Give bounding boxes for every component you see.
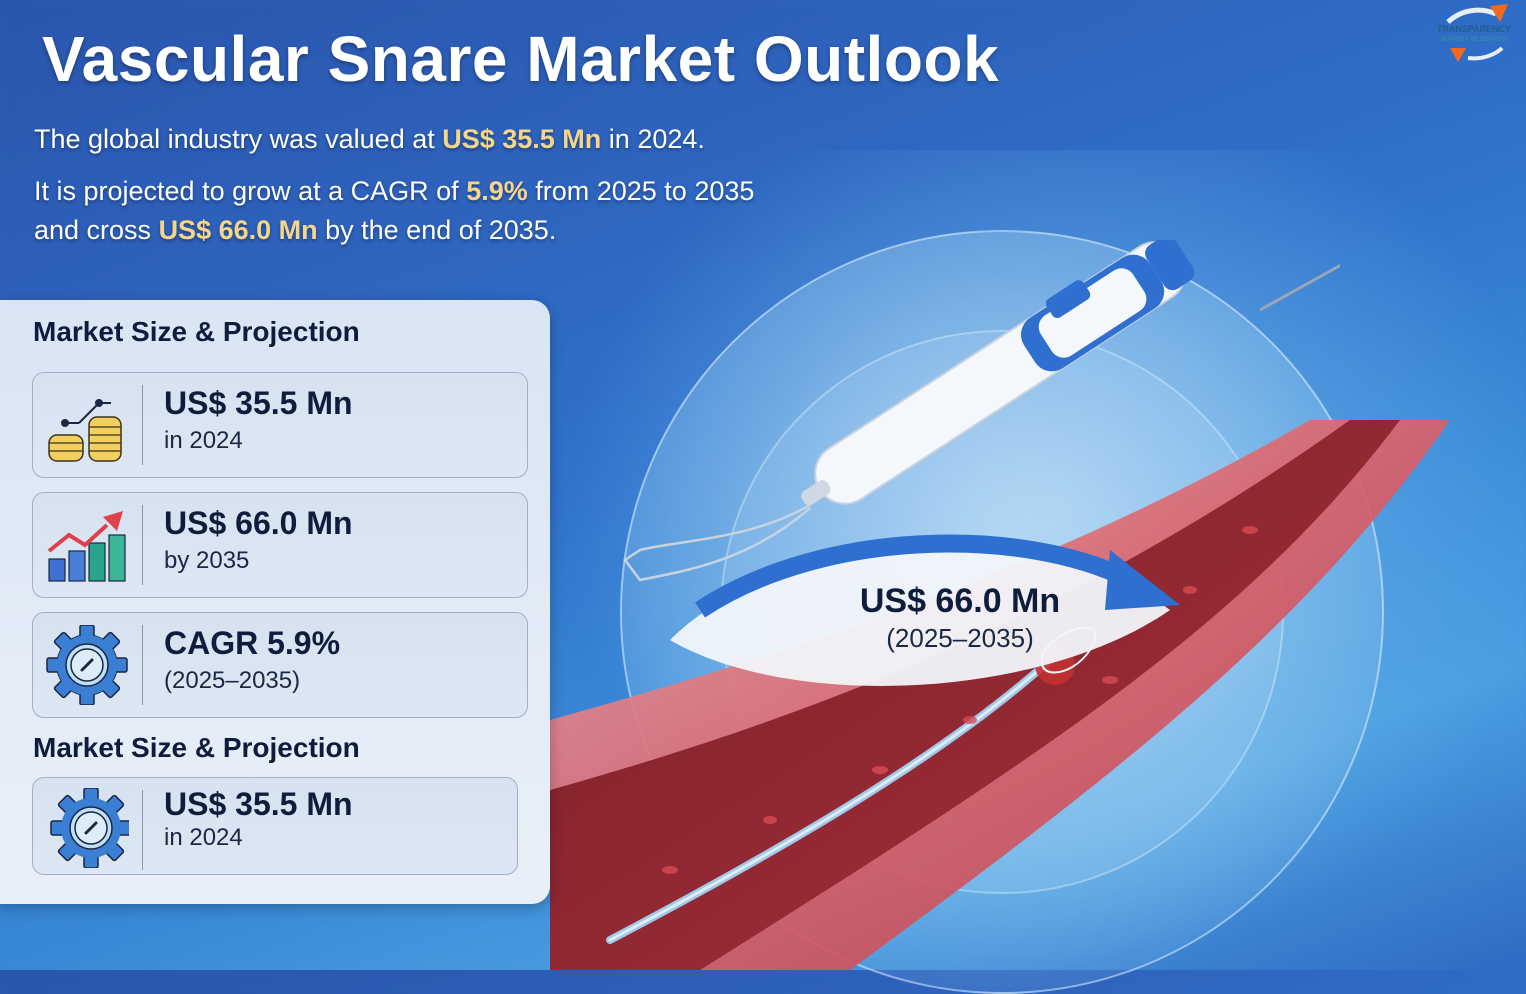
metric-sub: by 2035 — [164, 547, 250, 574]
metric-sub: in 2024 — [164, 824, 243, 851]
intro-text: by the end of 2035. — [317, 215, 557, 245]
card-divider — [142, 385, 143, 465]
logo-text-2: MARKET RESEARCH — [1442, 36, 1507, 43]
coins-icon — [48, 399, 122, 462]
intro-text: and cross — [34, 215, 159, 245]
gear-gauge-icon — [50, 788, 129, 868]
section-heading: Market Size & Projection — [33, 316, 360, 347]
intro-line-3: and cross US$ 66.0 Mn by the end of 2035… — [34, 215, 556, 246]
metric-value: US$ 35.5 Mn — [164, 385, 353, 421]
card-divider — [142, 790, 143, 870]
section-heading: Market Size & Projection — [33, 732, 360, 763]
metric-value: CAGR 5.9% — [164, 625, 341, 661]
metric-sub: in 2024 — [164, 427, 243, 454]
intro-text: It is projected to grow at a CAGR of — [34, 176, 467, 206]
highlight-value: US$ 35.5 Mn — [442, 124, 602, 154]
growth-chart-icon — [47, 511, 126, 582]
company-logo: TRANSPARENCY MARKET RESEARCH — [1437, 4, 1511, 62]
intro-text: in 2024. — [601, 124, 705, 154]
metric-sub: (2025–2035) — [164, 667, 301, 694]
logo-text-1: TRANSPARENCY — [1437, 24, 1511, 34]
market-summary-panel: Market Size & Projection US$ 35.5 Mn in … — [0, 300, 550, 904]
metric-value: US$ 66.0 Mn — [164, 505, 353, 541]
gear-gauge-icon — [46, 625, 128, 705]
highlight-value: 5.9% — [466, 176, 528, 206]
metric-card-2024-value-repeat: US$ 35.5 Mn in 2024 — [32, 777, 518, 875]
intro-line-1: The global industry was valued at US$ 35… — [34, 124, 705, 155]
snare-device-illustration — [623, 240, 1340, 582]
highlight-value: US$ 66.0 Mn — [158, 215, 318, 245]
metric-value: US$ 35.5 Mn — [164, 786, 353, 822]
page-title: Vascular Snare Market Outlook — [42, 23, 1000, 95]
callout-period: (2025–2035) — [886, 623, 1034, 653]
projection-callout: US$ 66.0 Mn (2025–2035) — [780, 582, 1140, 654]
projection-callout-shape — [670, 534, 1180, 686]
callout-value: US$ 66.0 Mn — [859, 582, 1061, 620]
intro-text: The global industry was valued at — [34, 124, 443, 154]
metric-card-2024-value: US$ 35.5 Mn in 2024 — [32, 372, 528, 478]
card-divider — [142, 625, 143, 705]
intro-line-2: It is projected to grow at a CAGR of 5.9… — [34, 176, 754, 207]
card-divider — [142, 505, 143, 585]
intro-text: from 2025 to 2035 — [527, 176, 755, 206]
metric-card-cagr: CAGR 5.9% (2025–2035) — [32, 612, 528, 718]
metric-card-2035-value: US$ 66.0 Mn by 2035 — [32, 492, 528, 598]
